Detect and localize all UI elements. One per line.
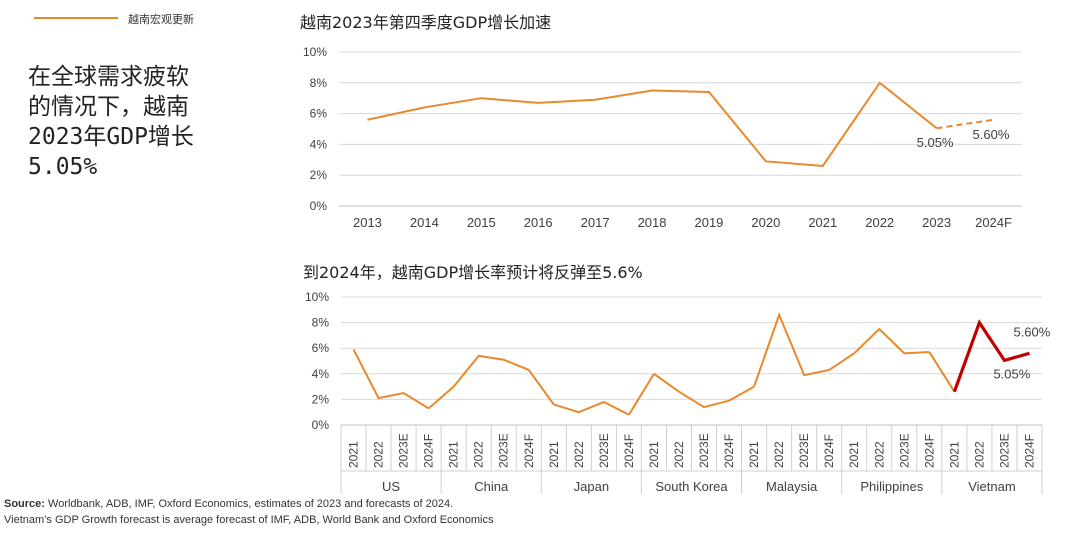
chart1-annotation-2024f: 5.60% <box>973 127 1010 142</box>
source-text: Worldbank, ADB, IMF, Oxford Economics, e… <box>44 498 454 510</box>
chart1-title: 越南2023年第四季度GDP增长加速 <box>300 13 552 32</box>
chart1-ytick-label: 6% <box>310 107 328 121</box>
chart2-connector <box>628 373 655 416</box>
chart2-subcategory-label: 2024F <box>422 434 436 468</box>
chart2-series-vietnam <box>952 319 1030 393</box>
chart2-ytick-label: 4% <box>312 367 330 381</box>
chart2-subcategory-label: 2022 <box>872 441 886 468</box>
headline-line-3: 2023年GDP增长 <box>28 124 194 150</box>
chart2-subcategory-label: 2024F <box>622 434 636 468</box>
chart1-xtick-label: 2016 <box>524 215 553 230</box>
chart2-ytick-label: 0% <box>312 418 330 432</box>
chart2-subcategory-label: 2023E <box>797 433 811 468</box>
chart2-group-label: Malaysia <box>766 479 818 494</box>
chart2-subcategory-label: 2023E <box>697 433 711 468</box>
chart2-group-label: Philippines <box>860 479 923 494</box>
chart2-series-japan <box>553 400 630 416</box>
chart1-xtick-label: 2020 <box>751 215 780 230</box>
chart2-subcategory-label: 2024F <box>722 434 736 468</box>
chart2-ytick-label: 8% <box>312 316 330 330</box>
chart2-subcategory-label: 2024F <box>822 434 836 468</box>
chart2-subcategory-label: 2024F <box>522 434 536 468</box>
chart2-group-label: Japan <box>574 479 609 494</box>
chart1-xtick-label: 2022 <box>865 215 894 230</box>
chart1-xtick-label: 2015 <box>467 215 496 230</box>
chart2-subcategory-label: 2023E <box>897 433 911 468</box>
chart2-subcategory-label: 2021 <box>847 441 861 468</box>
chart2-subcategory-label: 2023E <box>597 433 611 468</box>
note-line: Vietnam’s GDP Growth forecast is average… <box>4 514 494 526</box>
source-label: Source: <box>4 498 45 510</box>
chart1-ytick-label: 4% <box>310 137 328 151</box>
headline-line-4: 5.05% <box>28 154 98 180</box>
chart1-ytick-label: 10% <box>303 45 327 59</box>
chart2-series-malaysia <box>753 312 830 387</box>
top-tag: 越南宏观更新 <box>128 14 194 26</box>
chart1-xtick-label: 2014 <box>410 215 439 230</box>
chart1-xtick-label: 2019 <box>694 215 723 230</box>
chart2-ytick-label: 10% <box>305 290 329 304</box>
chart1-xtick-label: 2013 <box>353 215 382 230</box>
chart2-ytick-label: 2% <box>312 392 330 406</box>
headline-line-1: 在全球需求疲软 <box>28 64 189 90</box>
chart2-connector <box>928 351 956 393</box>
chart2-series-china <box>452 354 530 388</box>
source-line: Source: Worldbank, ADB, IMF, Oxford Econ… <box>4 498 453 510</box>
headline-line-2: 的情况下，越南 <box>28 94 189 120</box>
chart2-subcategory-label: 2022 <box>772 441 786 468</box>
chart2-subcategory-label: 2021 <box>547 441 561 468</box>
chart2-annotation-2024f: 5.60% <box>1013 324 1050 339</box>
chart2-subcategory-label: 2022 <box>672 441 686 468</box>
chart2-subcategory-label: 2022 <box>372 441 386 468</box>
chart2-subcategory-label: 2021 <box>647 441 661 468</box>
chart2-series-philippines <box>853 327 930 355</box>
chart1-ytick-label: 8% <box>310 76 328 90</box>
chart2-subcategory-label: 2021 <box>747 441 761 468</box>
chart2-ytick-label: 6% <box>312 341 330 355</box>
chart2-connector <box>828 352 855 371</box>
chart2-series-us <box>352 349 430 410</box>
chart2-group-label: China <box>474 479 509 494</box>
chart2-subcategory-label: 2023E <box>497 433 511 468</box>
chart2-connector <box>427 385 455 410</box>
chart1-xtick-label: 2018 <box>638 215 667 230</box>
chart2-subcategory-label: 2024F <box>1022 434 1036 468</box>
chart2-group-label: South Korea <box>655 479 728 494</box>
chart1-xtick-label: 2024F <box>975 215 1012 230</box>
chart1-xtick-label: 2021 <box>808 215 837 230</box>
chart2-subcategory-label: 2021 <box>347 441 361 468</box>
chart2-group-label: Vietnam <box>968 479 1015 494</box>
chart2-subcategory-label: 2023E <box>397 433 411 468</box>
chart2-subcategory-label: 2022 <box>972 441 986 468</box>
chart1-ytick-label: 0% <box>310 199 328 213</box>
chart1-xtick-label: 2023 <box>922 215 951 230</box>
chart1-ytick-label: 2% <box>310 168 328 182</box>
chart2-annotation-2023e: 5.05% <box>993 366 1030 381</box>
chart2-series-south-korea <box>653 372 730 409</box>
chart2-connector <box>527 369 555 406</box>
chart1-annotation-2023: 5.05% <box>917 135 954 150</box>
legend-line <box>34 17 118 19</box>
chart2-connector <box>728 385 755 402</box>
chart1-xtick-label: 2017 <box>581 215 610 230</box>
chart2-subcategory-label: 2023E <box>997 433 1011 468</box>
chart2-subcategory-label: 2022 <box>472 441 486 468</box>
chart2-subcategory-label: 2024F <box>922 434 936 468</box>
chart2-title: 到2024年，越南GDP增长率预计将反弹至5.6% <box>303 263 643 282</box>
chart2-group-label: US <box>382 479 400 494</box>
chart2-subcategory-label: 2022 <box>572 441 586 468</box>
headline: 在全球需求疲软 的情况下，越南 2023年GDP增长 5.05% <box>28 62 258 182</box>
chart2-subcategory-label: 2021 <box>947 441 961 468</box>
chart2-subcategory-label: 2021 <box>447 441 461 468</box>
